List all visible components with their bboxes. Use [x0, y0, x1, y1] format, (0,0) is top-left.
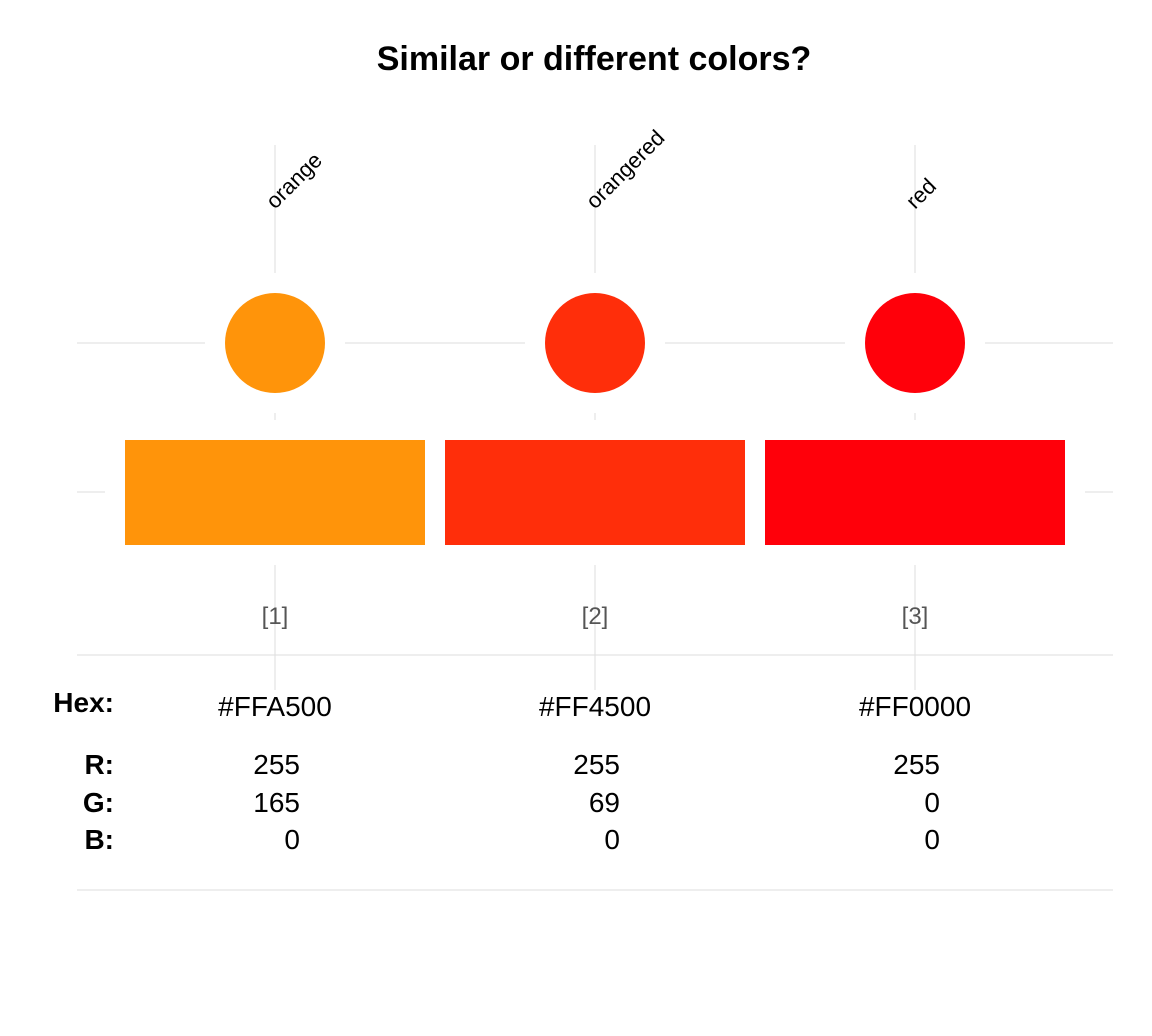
color-name-label: red — [901, 173, 941, 213]
r-value: 255 — [253, 749, 300, 780]
g-value: 69 — [589, 787, 620, 818]
color-index-label: [3] — [902, 603, 929, 630]
g-value: 165 — [253, 787, 300, 818]
color-name-label: orange — [261, 147, 327, 213]
row-label-r: R: — [84, 749, 114, 780]
row-label-g: G: — [83, 787, 114, 818]
chart-title: Similar or different colors? — [377, 40, 812, 78]
color-circle — [225, 293, 325, 393]
color-circle — [865, 293, 965, 393]
color-bar — [445, 440, 745, 545]
b-value: 0 — [924, 824, 940, 855]
color-circle — [545, 293, 645, 393]
hex-value: #FFA500 — [218, 691, 332, 722]
marks-layer — [105, 273, 1085, 565]
row-label-b: B: — [84, 824, 114, 855]
hex-value: #FF0000 — [859, 691, 971, 722]
color-bar — [125, 440, 425, 545]
hex-value: #FF4500 — [539, 691, 651, 722]
color-index-label: [2] — [582, 603, 609, 630]
color-index-label: [1] — [262, 603, 289, 630]
g-value: 0 — [924, 787, 940, 818]
r-value: 255 — [893, 749, 940, 780]
color-name-label: orangered — [581, 125, 670, 214]
row-label-hex: Hex: — [53, 687, 114, 718]
b-value: 0 — [604, 824, 620, 855]
b-value: 0 — [284, 824, 300, 855]
color-bar — [765, 440, 1065, 545]
r-value: 255 — [573, 749, 620, 780]
